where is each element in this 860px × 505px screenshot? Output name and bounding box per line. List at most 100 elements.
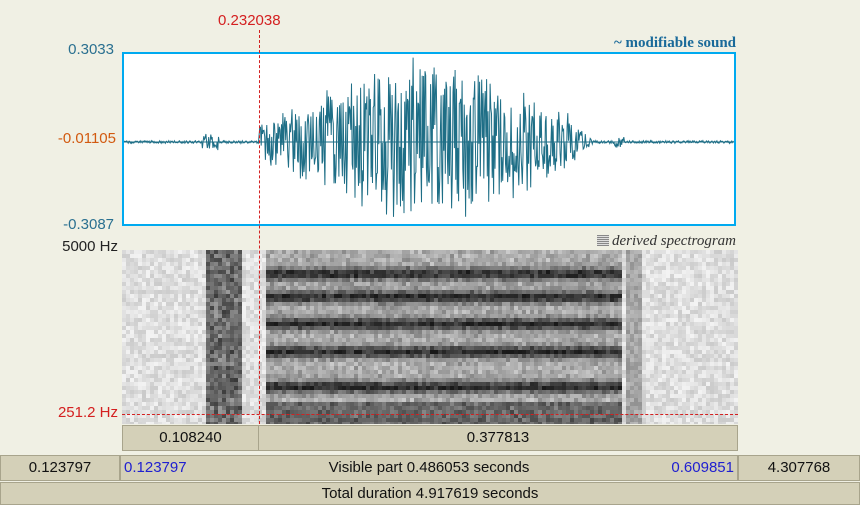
spectrogram-cell (318, 402, 322, 406)
spectrogram-cell (374, 422, 378, 424)
spectrogram-cell (350, 262, 354, 266)
spectrogram-cell (258, 274, 262, 278)
spectrogram-cell (294, 382, 298, 386)
spectrogram-cell (510, 390, 514, 394)
spectrogram-panel[interactable] (122, 250, 738, 424)
spectrogram-cell (338, 342, 342, 346)
spectrogram-cell (238, 350, 242, 354)
spectrogram-cell (346, 290, 350, 294)
spectrogram-cell (146, 422, 150, 424)
spectrogram-cell (198, 334, 202, 338)
spectrogram-cell (182, 330, 186, 334)
spectrogram-cell (378, 322, 382, 326)
spectrogram-cell (222, 370, 226, 374)
spectrogram-cell (542, 294, 546, 298)
spectrogram-cell (122, 270, 126, 274)
spectrogram-cell (530, 326, 534, 330)
spectrogram-cell (498, 370, 502, 374)
spectrogram-cell (278, 270, 282, 274)
spectrogram-cell (138, 254, 142, 258)
spectrogram-cell (522, 306, 526, 310)
spectrogram-cell (310, 322, 314, 326)
spectrogram-cell (526, 338, 530, 342)
spectrogram-cell (138, 362, 142, 366)
spectrogram-cell (458, 350, 462, 354)
spectrogram-cell (410, 394, 414, 398)
spectrogram-cell (566, 314, 570, 318)
spectrogram-cell (514, 350, 518, 354)
spectrogram-cell (226, 298, 230, 302)
spectrogram-cell (170, 322, 174, 326)
spectrogram-cell (242, 270, 246, 274)
spectrogram-cell (442, 390, 446, 394)
spectrogram-cell (530, 306, 534, 310)
spectrogram-cell (562, 302, 566, 306)
waveform-plot[interactable] (124, 54, 734, 224)
spectrogram-cell (574, 262, 578, 266)
spectrogram-cell (534, 286, 538, 290)
spectrogram-cell (282, 414, 286, 418)
spectrogram-cell (538, 334, 542, 338)
spectrogram-cell (490, 342, 494, 346)
spectrogram-cell (466, 378, 470, 382)
spectrogram-cell (358, 354, 362, 358)
spectrogram-cell (190, 250, 194, 254)
spectrogram-cell (166, 330, 170, 334)
spectrogram-cell (138, 326, 142, 330)
spectrogram-plot[interactable] (122, 250, 738, 424)
spectrogram-cell (438, 382, 442, 386)
spectrogram-cell (414, 290, 418, 294)
spectrogram-cell (186, 354, 190, 358)
spectrogram-cell (314, 270, 318, 274)
spectrogram-cell (150, 330, 154, 334)
spectrogram-cell (250, 330, 254, 334)
spectrogram-cell (230, 298, 234, 302)
spectrogram-cell (194, 330, 198, 334)
spectrogram-cell (554, 318, 558, 322)
spectrogram-cell (430, 286, 434, 290)
spectrogram-cell (530, 378, 534, 382)
spectrogram-cell (314, 314, 318, 318)
spectrogram-cell (362, 270, 366, 274)
spectrogram-cell (570, 362, 574, 366)
spectrogram-cell (130, 346, 134, 350)
spectrogram-cell (190, 418, 194, 422)
waveform-panel[interactable] (122, 52, 736, 226)
spectrogram-cell (406, 394, 410, 398)
spectrogram-cell (422, 370, 426, 374)
spectrogram-cell (394, 406, 398, 410)
spectrogram-cell (166, 250, 170, 254)
spectrogram-cell (410, 346, 414, 350)
spectrogram-cell (394, 302, 398, 306)
spectrogram-cell (166, 402, 170, 406)
spectrogram-cell (234, 378, 238, 382)
spectrogram-cell (230, 422, 234, 424)
spectrogram-cell (490, 398, 494, 402)
spectrogram-cell (310, 334, 314, 338)
spectrogram-cell (162, 406, 166, 410)
spectrogram-cell (446, 422, 450, 424)
spectrogram-cell (214, 354, 218, 358)
spectrogram-cell (234, 358, 238, 362)
spectrogram-cell (274, 358, 278, 362)
spectrogram-cell (366, 370, 370, 374)
spectrogram-cell (174, 418, 178, 422)
spectrogram-cell (138, 306, 142, 310)
spectrogram-cell (234, 258, 238, 262)
spectrogram-cell (390, 398, 394, 402)
spectrogram-cell (362, 314, 366, 318)
spectrogram-cell (358, 382, 362, 386)
spectrogram-cell (138, 270, 142, 274)
spectrogram-cell (282, 302, 286, 306)
spectrogram-cell (462, 382, 466, 386)
spectrogram-cell (222, 310, 226, 314)
spectrogram-cell (514, 302, 518, 306)
spectrogram-cell (418, 322, 422, 326)
spectrogram-cell (346, 322, 350, 326)
spectrogram-cell (310, 326, 314, 330)
spectrogram-cell (286, 302, 290, 306)
spectrogram-cell (478, 270, 482, 274)
spectrogram-cell (378, 334, 382, 338)
spectrogram-cell (478, 362, 482, 366)
spectrogram-cell (286, 350, 290, 354)
